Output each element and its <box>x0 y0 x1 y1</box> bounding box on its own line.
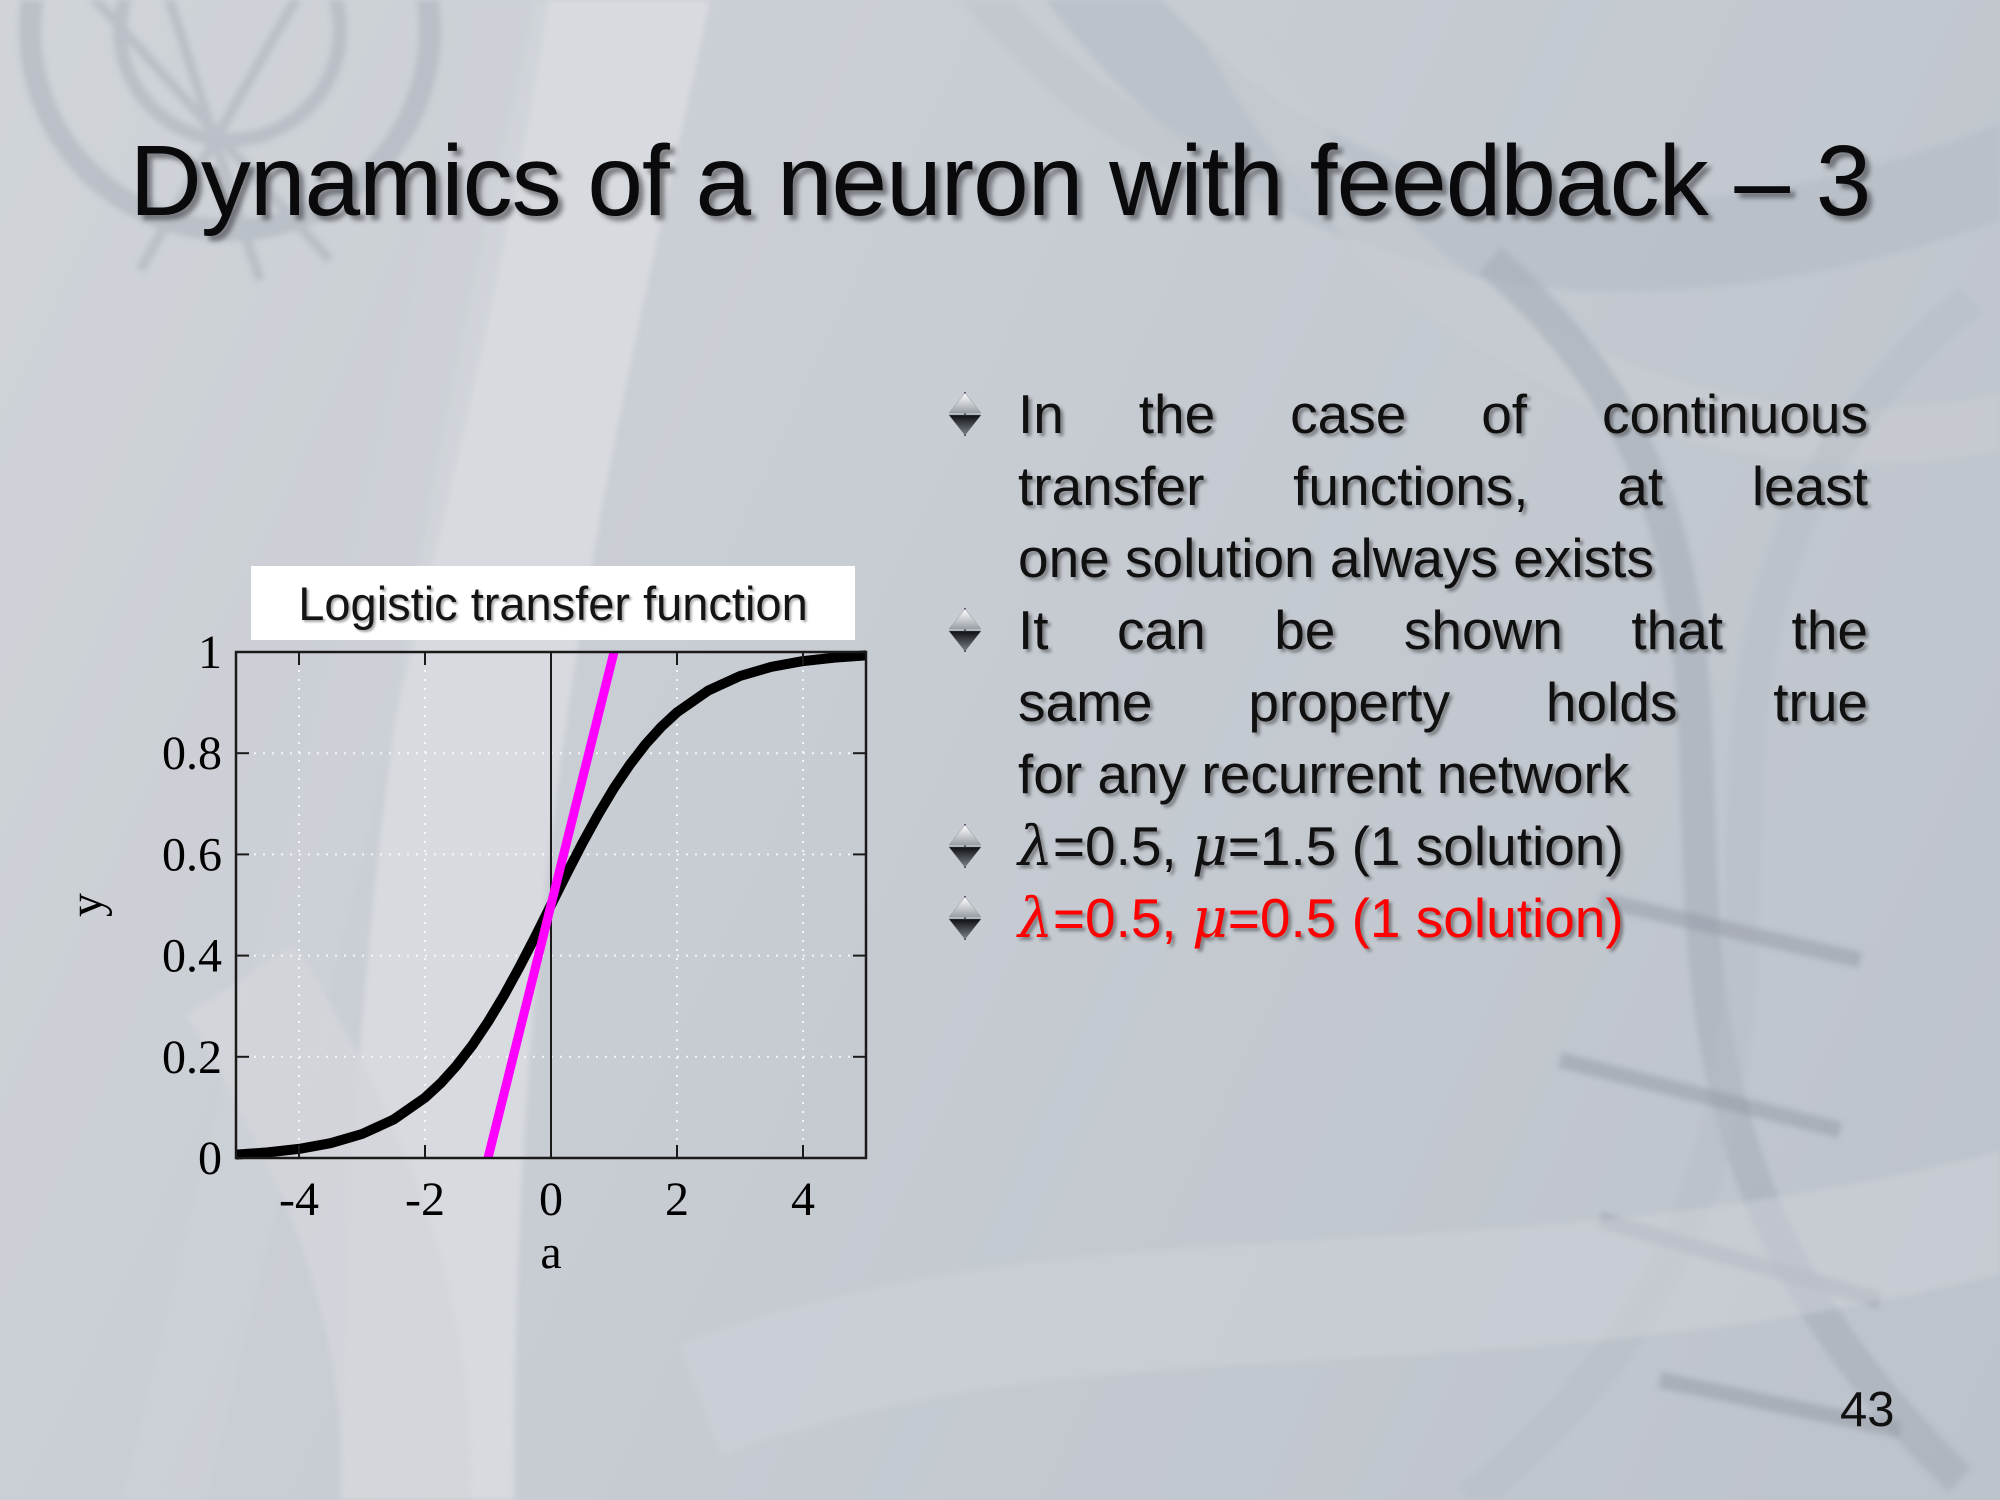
bullet-diamond-icon <box>948 608 982 652</box>
light-wave-bottom <box>678 1151 2000 1457</box>
bullet-line: same property holds true <box>1018 671 1868 733</box>
chart-title-box: Logistic transfer function <box>251 566 855 640</box>
page-number: 43 <box>1840 1383 1895 1437</box>
bullet-line: In the case of continuous <box>1018 383 1868 445</box>
bullet-text: It can be shown that the same property ho… <box>1018 594 1868 810</box>
bullet-item: λ=0.5, μ=1.5 (1 solution) <box>948 810 1868 882</box>
bullet-marker <box>948 882 1018 945</box>
bullet-list: In the case of continuous transfer functi… <box>948 378 1868 954</box>
bullet-line: transfer functions, at least <box>1018 455 1868 517</box>
bullet-item: It can be shown that the same property ho… <box>948 594 1868 810</box>
bullet-marker <box>948 378 1018 441</box>
bullet-line: λ=0.5, μ=0.5 (1 solution) <box>1018 886 1624 950</box>
swoosh-top-right <box>1045 0 2000 292</box>
bullet-marker <box>948 810 1018 873</box>
bullet-item: λ=0.5, μ=0.5 (1 solution) <box>948 882 1868 954</box>
bullet-marker <box>948 594 1018 657</box>
bullet-text: In the case of continuous transfer functi… <box>1018 378 1868 594</box>
bullet-line: for any recurrent network <box>1018 743 1630 805</box>
bullet-text: λ=0.5, μ=1.5 (1 solution) <box>1018 810 1868 882</box>
bullet-diamond-icon <box>948 824 982 868</box>
bullet-line: λ=0.5, μ=1.5 (1 solution) <box>1018 814 1624 878</box>
bullet-diamond-icon <box>948 896 982 940</box>
slide-title: Dynamics of a neuron with feedback – 3 <box>129 125 1872 237</box>
swoosh-top-center <box>961 0 1544 221</box>
chart-title: Logistic transfer function <box>298 576 808 630</box>
bullet-line: It can be shown that the <box>1018 599 1868 661</box>
helix-fan-top-left <box>19 0 441 282</box>
bullet-line: one solution always exists <box>1018 527 1654 589</box>
bullet-text: λ=0.5, μ=0.5 (1 solution) <box>1018 882 1868 954</box>
bullet-item: In the case of continuous transfer functi… <box>948 378 1868 594</box>
bullet-diamond-icon <box>948 392 982 436</box>
